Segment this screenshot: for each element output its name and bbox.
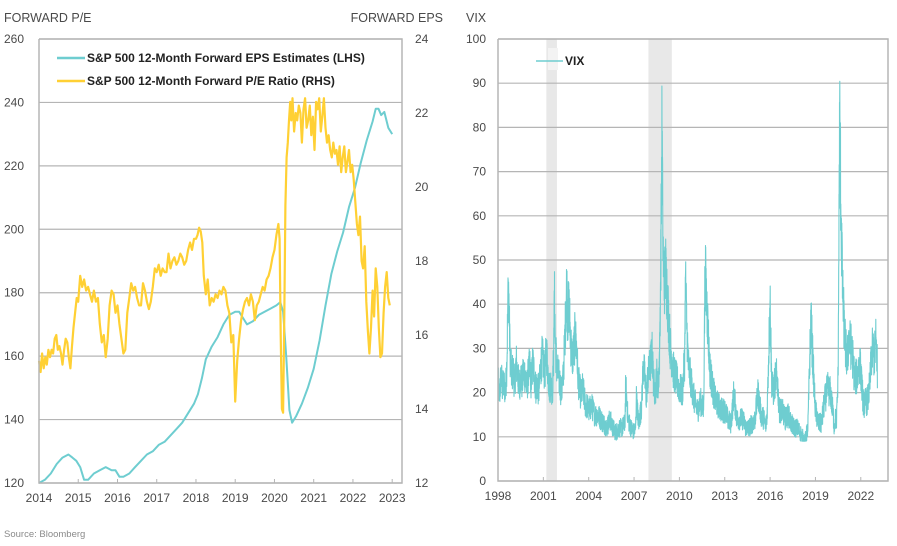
x-tick-label: 2016: [104, 491, 131, 505]
left-y-tick-labels: 120 140 160 180 200 220 240 260: [4, 32, 24, 490]
right-y-tick-label: 16: [415, 328, 429, 342]
x-tick-label: 2017: [143, 491, 170, 505]
left-y-tick-label: 200: [4, 222, 24, 236]
vix-y-tick-label: 60: [473, 209, 487, 223]
legend-eps-label: S&P 500 12-Month Forward EPS Estimates (…: [87, 51, 365, 65]
legend-pe-label: S&P 500 12-Month Forward P/E Ratio (RHS): [87, 74, 335, 88]
x-tick-label: 2022: [340, 491, 367, 505]
x-tick-label: 2018: [183, 491, 210, 505]
right-y-tick-label: 24: [415, 32, 429, 46]
vix-y-tick-label: 100: [466, 32, 486, 46]
vix-y-tick-label: 20: [473, 386, 487, 400]
right-y-tick-label: 22: [415, 106, 429, 120]
vix-x-tick-label: 2019: [802, 489, 829, 503]
vix-x-tick-label: 2007: [621, 489, 648, 503]
vix-x-tick-label: 2016: [757, 489, 784, 503]
plot-border: [497, 38, 889, 482]
left-x-tick-labels: 2014 2015 2016 2017 2018 2019 2020 2021 2022 2023: [26, 491, 406, 505]
vix-x-tick-label: 2022: [847, 489, 874, 503]
left-plot-frame: [38, 38, 403, 484]
right-y-tick-label: 18: [415, 254, 429, 268]
left-y-tick-label: 160: [4, 349, 24, 363]
vix-x-tick-label: 1998: [485, 489, 512, 503]
vix-y-tick-label: 70: [473, 165, 487, 179]
vix-y-tick-label: 30: [473, 341, 487, 355]
vix-series-line: [497, 80, 878, 442]
vix-x-tick-labels: 1998 2001 2004 2007 2010 2013 2016 2019 2022: [485, 489, 875, 503]
left-y-tick-label: 240: [4, 95, 24, 109]
vix-y-tick-label: 40: [473, 297, 487, 311]
vix-y-tick-labels: 0 10 20 30 40 50 60 70 80 90 100: [466, 32, 486, 488]
right-y-tick-label: 12: [415, 476, 429, 490]
eps-series-line: [38, 107, 394, 484]
vix-y-tick-label: 50: [473, 253, 487, 267]
left-gridlines: [39, 38, 402, 484]
vix-y-tick-label: 90: [473, 76, 487, 90]
x-tick-label: 2014: [26, 491, 53, 505]
x-tick-label: 2023: [379, 491, 406, 505]
vix-x-tick-label: 2001: [530, 489, 557, 503]
vix-x-tick-label: 2013: [711, 489, 738, 503]
plot-border: [38, 38, 403, 484]
right-axis-title: FORWARD EPS: [351, 11, 443, 25]
x-tick-label: 2020: [261, 491, 288, 505]
x-tick-label: 2019: [222, 491, 249, 505]
vix-x-tick-label: 2010: [666, 489, 693, 503]
left-y-tick-label: 120: [4, 476, 24, 490]
vix-y-tick-label: 10: [473, 430, 487, 444]
eps-pe-chart: FORWARD P/E FORWARD EPS 120 140 160 180 200 2…: [4, 11, 443, 505]
legend-vix-label: VIX: [565, 54, 584, 68]
left-y-tick-label: 260: [4, 32, 24, 46]
left-series-lines: [37, 97, 394, 484]
left-y-tick-label: 220: [4, 159, 24, 173]
vix-series-lines: [497, 80, 878, 442]
left-y-tick-label: 180: [4, 286, 24, 300]
right-y-tick-label: 20: [415, 180, 429, 194]
right-y-tick-label: 14: [415, 402, 429, 416]
vix-chart: VIX 0 10 20 30 40 50 60 70 80 90 100 1998 2001 2004 2…: [466, 11, 889, 503]
left-legend: S&P 500 12-Month Forward EPS Estimates (…: [57, 51, 365, 88]
vix-axis-title: VIX: [466, 11, 487, 25]
left-y-tick-label: 140: [4, 413, 24, 427]
vix-y-tick-label: 0: [479, 474, 486, 488]
vix-y-tick-label: 80: [473, 120, 487, 134]
left-axis-title: FORWARD P/E: [4, 11, 92, 25]
vix-legend: VIX: [536, 48, 584, 70]
vix-x-tick-label: 2004: [575, 489, 602, 503]
x-tick-label: 2015: [65, 491, 92, 505]
legend-background: [548, 48, 558, 70]
x-tick-label: 2021: [300, 491, 327, 505]
vix-plot-frame: [497, 38, 889, 482]
source-note: Source: Bloomberg: [4, 529, 85, 540]
right-y-tick-labels: 12 14 16 18 20 22 24: [415, 32, 429, 490]
pe-series-line: [37, 97, 391, 414]
